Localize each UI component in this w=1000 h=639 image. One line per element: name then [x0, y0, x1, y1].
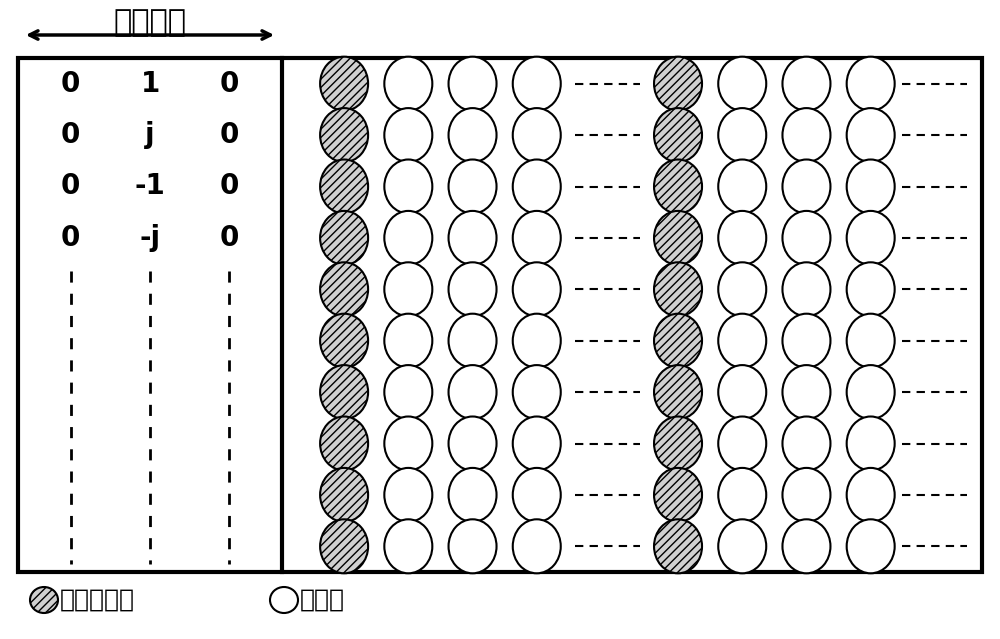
Ellipse shape	[320, 108, 368, 162]
Ellipse shape	[847, 314, 895, 367]
Ellipse shape	[320, 160, 368, 213]
Ellipse shape	[654, 468, 702, 522]
Ellipse shape	[847, 57, 895, 111]
Ellipse shape	[449, 262, 497, 316]
Ellipse shape	[449, 365, 497, 419]
Text: 0: 0	[61, 173, 80, 201]
Ellipse shape	[782, 314, 830, 367]
Ellipse shape	[384, 468, 432, 522]
Ellipse shape	[513, 520, 561, 573]
Ellipse shape	[384, 57, 432, 111]
Ellipse shape	[513, 468, 561, 522]
Text: 0: 0	[61, 121, 80, 149]
Ellipse shape	[513, 160, 561, 213]
Ellipse shape	[384, 160, 432, 213]
Ellipse shape	[718, 365, 766, 419]
Text: 0: 0	[220, 173, 239, 201]
Ellipse shape	[449, 211, 497, 265]
Ellipse shape	[513, 108, 561, 162]
Ellipse shape	[847, 211, 895, 265]
Ellipse shape	[384, 262, 432, 316]
Ellipse shape	[513, 314, 561, 367]
Ellipse shape	[782, 211, 830, 265]
Text: 0: 0	[220, 224, 239, 252]
Text: 1: 1	[140, 70, 160, 98]
Ellipse shape	[847, 108, 895, 162]
Ellipse shape	[847, 468, 895, 522]
Ellipse shape	[320, 365, 368, 419]
Text: 0: 0	[220, 70, 239, 98]
Ellipse shape	[718, 211, 766, 265]
Ellipse shape	[654, 57, 702, 111]
Ellipse shape	[320, 468, 368, 522]
Text: 导频序列: 导频序列	[114, 8, 186, 37]
Ellipse shape	[718, 417, 766, 470]
Ellipse shape	[449, 520, 497, 573]
Ellipse shape	[513, 57, 561, 111]
Ellipse shape	[30, 587, 58, 613]
Ellipse shape	[718, 468, 766, 522]
Ellipse shape	[847, 520, 895, 573]
Ellipse shape	[782, 160, 830, 213]
Ellipse shape	[384, 417, 432, 470]
Ellipse shape	[384, 211, 432, 265]
Text: -j: -j	[139, 224, 161, 252]
Ellipse shape	[449, 468, 497, 522]
Ellipse shape	[384, 314, 432, 367]
Ellipse shape	[384, 108, 432, 162]
Ellipse shape	[847, 262, 895, 316]
Text: j: j	[145, 121, 155, 149]
Ellipse shape	[782, 468, 830, 522]
Ellipse shape	[718, 108, 766, 162]
Ellipse shape	[320, 262, 368, 316]
Ellipse shape	[270, 587, 298, 613]
Text: 0: 0	[220, 121, 239, 149]
Ellipse shape	[718, 314, 766, 367]
Ellipse shape	[718, 160, 766, 213]
Ellipse shape	[654, 262, 702, 316]
Ellipse shape	[513, 262, 561, 316]
Ellipse shape	[384, 365, 432, 419]
Text: 0: 0	[61, 224, 80, 252]
Ellipse shape	[654, 314, 702, 367]
Ellipse shape	[384, 520, 432, 573]
Text: -1: -1	[135, 173, 165, 201]
Text: ：导频符号: ：导频符号	[60, 588, 135, 612]
Ellipse shape	[782, 417, 830, 470]
Ellipse shape	[654, 365, 702, 419]
Ellipse shape	[654, 417, 702, 470]
Ellipse shape	[718, 520, 766, 573]
Ellipse shape	[782, 520, 830, 573]
Ellipse shape	[449, 160, 497, 213]
Ellipse shape	[449, 314, 497, 367]
Ellipse shape	[654, 108, 702, 162]
Ellipse shape	[513, 211, 561, 265]
Ellipse shape	[718, 262, 766, 316]
Ellipse shape	[513, 417, 561, 470]
Ellipse shape	[654, 211, 702, 265]
Text: ：数据: ：数据	[300, 588, 345, 612]
Text: 0: 0	[61, 70, 80, 98]
Ellipse shape	[847, 160, 895, 213]
Ellipse shape	[782, 57, 830, 111]
Ellipse shape	[320, 520, 368, 573]
Ellipse shape	[320, 314, 368, 367]
Ellipse shape	[449, 108, 497, 162]
Ellipse shape	[782, 262, 830, 316]
Ellipse shape	[782, 108, 830, 162]
Ellipse shape	[847, 365, 895, 419]
Ellipse shape	[320, 417, 368, 470]
Ellipse shape	[654, 160, 702, 213]
Ellipse shape	[718, 57, 766, 111]
Ellipse shape	[449, 57, 497, 111]
Ellipse shape	[320, 211, 368, 265]
Ellipse shape	[654, 520, 702, 573]
Bar	[18, 58, 982, 572]
Ellipse shape	[847, 417, 895, 470]
Ellipse shape	[513, 365, 561, 419]
Ellipse shape	[320, 57, 368, 111]
Ellipse shape	[782, 365, 830, 419]
Ellipse shape	[449, 417, 497, 470]
